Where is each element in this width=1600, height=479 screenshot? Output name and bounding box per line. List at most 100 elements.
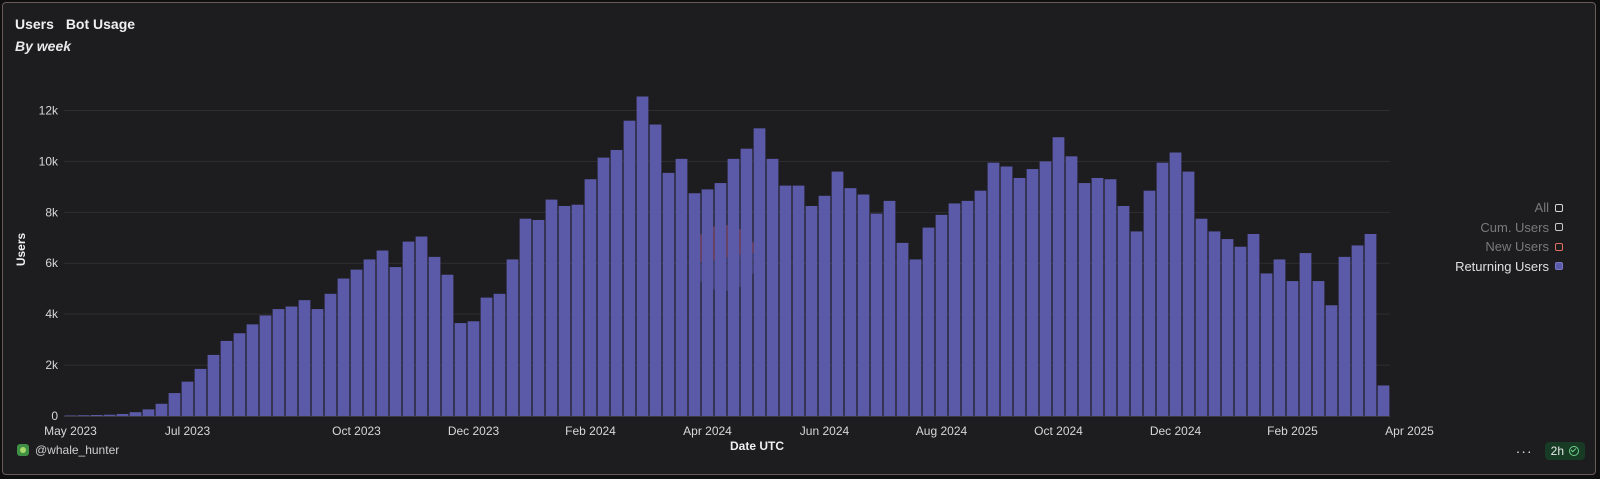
author-name: @whale_hunter bbox=[35, 443, 120, 457]
bar bbox=[844, 188, 857, 416]
x-tick-label: Feb 2024 bbox=[565, 424, 616, 438]
bar bbox=[1091, 177, 1104, 416]
y-tick-label: 4k bbox=[45, 307, 59, 321]
bar bbox=[1169, 152, 1182, 416]
bar bbox=[922, 227, 935, 416]
bar bbox=[779, 185, 792, 416]
legend-item-cum-users[interactable]: Cum. Users bbox=[1455, 218, 1563, 238]
bar bbox=[1221, 239, 1234, 416]
bar bbox=[974, 190, 987, 416]
bar bbox=[441, 274, 454, 416]
bar bbox=[896, 242, 909, 416]
legend-item-new-users[interactable]: New Users bbox=[1455, 237, 1563, 257]
chart-subtitle: By week bbox=[15, 38, 72, 54]
bar bbox=[1260, 273, 1273, 416]
bar bbox=[1325, 305, 1338, 416]
bar bbox=[1299, 253, 1312, 416]
x-tick-label: Dec 2024 bbox=[1150, 424, 1202, 438]
bar bbox=[532, 219, 545, 416]
legend-swatch-new-users bbox=[1555, 242, 1563, 251]
x-tick-label: Apr 2024 bbox=[683, 424, 732, 438]
author-tag[interactable]: @whale_hunter bbox=[17, 443, 119, 457]
bar bbox=[1078, 183, 1091, 416]
bar bbox=[1026, 169, 1039, 416]
bar bbox=[428, 256, 441, 416]
bar bbox=[1351, 245, 1364, 416]
bar bbox=[649, 124, 662, 416]
bar bbox=[272, 309, 285, 416]
bar bbox=[233, 333, 246, 416]
x-tick-label: Jul 2023 bbox=[165, 424, 211, 438]
x-tick-label: Oct 2024 bbox=[1034, 424, 1083, 438]
bar bbox=[1065, 156, 1078, 416]
bar bbox=[675, 158, 688, 416]
bar bbox=[1052, 137, 1065, 417]
bar bbox=[1182, 171, 1195, 416]
bar bbox=[727, 158, 740, 416]
bar bbox=[948, 203, 961, 416]
bar bbox=[571, 204, 584, 416]
bar bbox=[1013, 177, 1026, 416]
bar bbox=[480, 297, 493, 416]
chart-header: Users Bot Usage By week bbox=[15, 16, 143, 54]
avatar bbox=[17, 444, 29, 456]
bar bbox=[1364, 233, 1377, 416]
bar bbox=[597, 157, 610, 416]
bar bbox=[454, 323, 467, 416]
bar bbox=[870, 213, 883, 416]
bar bbox=[220, 340, 233, 416]
bar bbox=[1208, 231, 1221, 416]
bar bbox=[402, 241, 415, 416]
bar bbox=[129, 412, 142, 416]
more-options-icon[interactable]: ··· bbox=[1515, 443, 1533, 459]
bar bbox=[1117, 205, 1130, 416]
legend-swatch-all bbox=[1555, 203, 1563, 212]
legend-item-returning-users[interactable]: Returning Users bbox=[1455, 257, 1563, 277]
bar bbox=[1195, 218, 1208, 416]
bar bbox=[636, 96, 649, 417]
bar bbox=[1273, 259, 1286, 416]
bar bbox=[64, 415, 77, 416]
bar bbox=[987, 162, 1000, 416]
bar bbox=[493, 293, 506, 416]
bar bbox=[285, 306, 298, 416]
bar bbox=[77, 415, 90, 416]
bar bbox=[181, 381, 194, 416]
x-tick-label: Jun 2024 bbox=[800, 424, 850, 438]
bar bbox=[1104, 179, 1117, 416]
bar bbox=[935, 214, 948, 416]
bar bbox=[1234, 246, 1247, 416]
bar bbox=[324, 293, 337, 416]
refresh-badge[interactable]: 2h bbox=[1544, 442, 1585, 460]
bar bbox=[1143, 190, 1156, 416]
bar bbox=[1377, 385, 1390, 416]
y-tick-label: 10k bbox=[39, 154, 59, 168]
bar bbox=[415, 236, 428, 416]
x-tick-label: Oct 2023 bbox=[332, 424, 381, 438]
refresh-label: 2h bbox=[1550, 444, 1564, 458]
bar bbox=[298, 300, 311, 416]
bar bbox=[1286, 281, 1299, 416]
bar bbox=[714, 183, 727, 416]
bar bbox=[961, 200, 974, 416]
y-axis-label: Users bbox=[14, 232, 28, 266]
bar bbox=[376, 250, 389, 416]
legend-swatch-returning-users bbox=[1555, 262, 1563, 271]
bar bbox=[389, 267, 402, 416]
tab-bot-usage[interactable]: Bot Usage bbox=[65, 16, 136, 32]
tab-users[interactable]: Users bbox=[15, 16, 54, 32]
footer-actions: ··· 2h bbox=[1516, 442, 1585, 460]
bar bbox=[857, 194, 870, 416]
bar bbox=[1247, 233, 1260, 416]
bar bbox=[701, 189, 714, 416]
bar bbox=[311, 309, 324, 416]
x-tick-label: Apr 2025 bbox=[1385, 424, 1434, 438]
bar bbox=[662, 172, 675, 416]
legend-item-all[interactable]: All bbox=[1455, 198, 1563, 218]
bar bbox=[688, 193, 701, 416]
bar bbox=[623, 120, 636, 417]
check-circle-icon bbox=[1569, 446, 1579, 456]
legend: All Cum. Users New Users Returning Users bbox=[1455, 198, 1563, 276]
bar bbox=[909, 259, 922, 416]
